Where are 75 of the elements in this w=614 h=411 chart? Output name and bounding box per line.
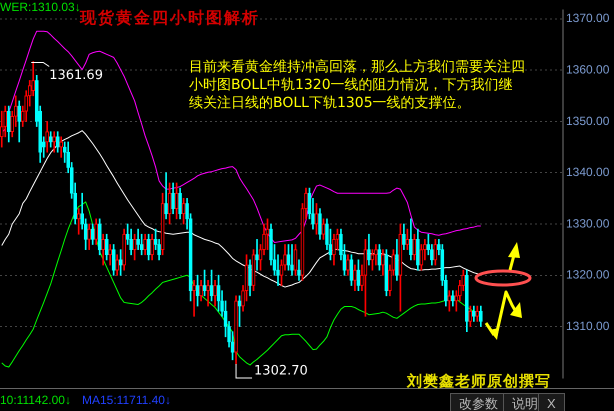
candlestick (406, 228, 410, 250)
candlestick (353, 264, 357, 291)
candlestick (101, 234, 105, 266)
candlestick (104, 234, 108, 260)
y-tick-label: 1330.00 (566, 216, 610, 230)
chart-title: 现货黄金四小时图解析 (80, 8, 260, 29)
candlestick (132, 234, 136, 260)
candlestick (234, 295, 238, 364)
candlestick (297, 260, 301, 281)
candlestick (255, 239, 259, 270)
candlestick (112, 244, 116, 276)
candlestick (143, 234, 147, 256)
candlestick (199, 280, 203, 302)
candlestick (350, 254, 354, 286)
candlestick (356, 260, 360, 291)
candlestick (59, 136, 64, 158)
candlestick (434, 239, 438, 266)
candlestick (322, 218, 326, 240)
candlestick (395, 239, 399, 281)
candlestick (318, 208, 322, 240)
candlestick (48, 131, 53, 148)
text: X (538, 393, 565, 411)
candlestick (160, 192, 164, 256)
y-tick-label: 1370.00 (566, 11, 610, 26)
candlestick (346, 254, 350, 276)
text: 改参数 (450, 393, 507, 411)
y-tick-label: 1310.00 (566, 318, 610, 333)
candlestick (378, 244, 382, 270)
candlestick (94, 218, 98, 245)
text: MA15:11711.40↓ (82, 393, 171, 407)
candlestick (178, 188, 182, 220)
candlestick (164, 172, 168, 220)
candlestick (381, 249, 385, 276)
candlestick (98, 218, 102, 256)
annotation: WER:1310.03↓ (0, 0, 81, 14)
candlestick (168, 182, 172, 224)
candlestick (252, 249, 256, 291)
candlestick (290, 244, 294, 276)
annotation: 1302.70 (254, 363, 308, 378)
candlestick (122, 228, 126, 270)
candlestick (52, 131, 56, 153)
candlestick (6, 106, 11, 142)
text: 10:11142.00↓ (0, 393, 71, 407)
candlestick (202, 270, 206, 296)
candlestick (364, 239, 368, 317)
candlestick (182, 198, 186, 224)
candlestick (213, 280, 217, 306)
candlestick (465, 270, 469, 332)
candlestick (146, 234, 150, 260)
annotation: 刘樊鑫老师原创撰写 (407, 372, 551, 391)
candlestick (314, 203, 318, 235)
candlestick (238, 295, 242, 327)
candlestick (192, 280, 196, 317)
candlestick (416, 228, 420, 270)
candlestick (248, 260, 252, 296)
candlestick (56, 131, 60, 153)
y-tick-label: 1320.00 (566, 268, 610, 282)
candlestick (171, 182, 175, 214)
text: 说明 (503, 393, 547, 411)
candlestick (45, 121, 50, 153)
annotation: 1361.69 (49, 68, 103, 83)
candlestick (115, 254, 119, 276)
candlestick (384, 249, 388, 296)
candlestick (294, 244, 298, 276)
y-tick-label: 1340.00 (566, 165, 610, 180)
annotation: 目前来看黄金维持冲高回落，那么上方我们需要关注四小时图BOLL中轨1320一线的阻力情况，下方我们继续关注日线的BOLL下轨1305一线的支撑位。 (189, 58, 525, 112)
candlestick (150, 234, 154, 260)
candlestick (398, 224, 402, 312)
candlestick (412, 234, 416, 260)
candlestick (17, 100, 22, 142)
candlestick (206, 280, 210, 306)
y-tick-label: 1360.00 (566, 62, 610, 76)
y-tick-label: 1350.00 (566, 114, 610, 128)
candlestick (118, 249, 122, 276)
candlestick (174, 182, 178, 220)
